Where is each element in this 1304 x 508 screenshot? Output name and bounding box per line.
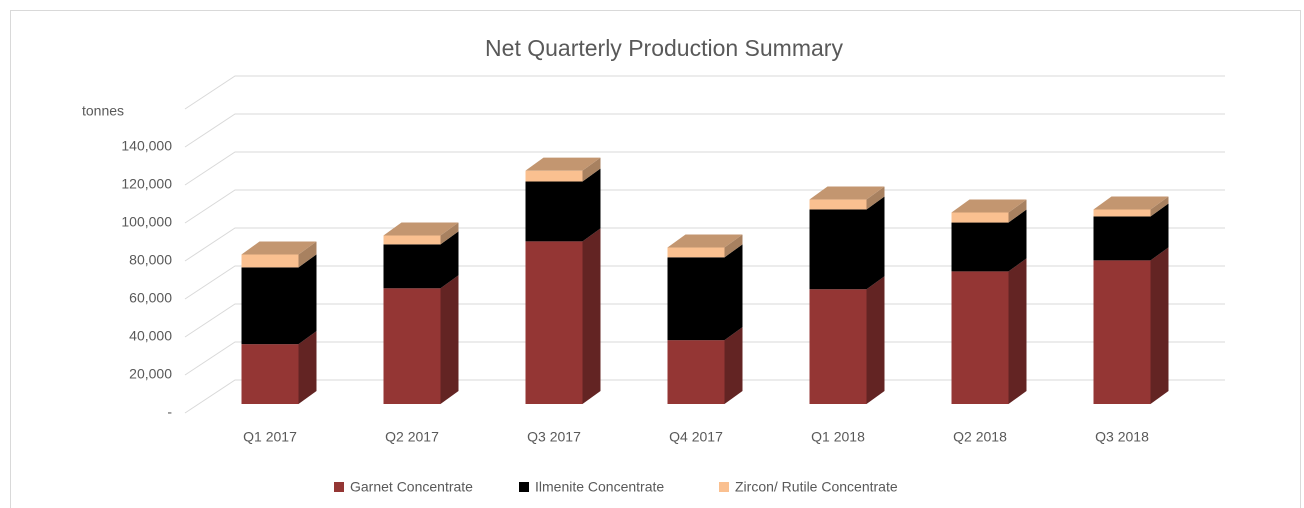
bar-side <box>440 275 459 404</box>
chart-frame <box>10 10 1301 508</box>
bar <box>667 340 725 404</box>
bar <box>951 222 1009 272</box>
bar <box>525 181 583 242</box>
legend-label: Ilmenite Concentrate <box>535 479 664 495</box>
legend-swatch <box>334 482 344 492</box>
bar <box>241 267 299 345</box>
bar-side <box>866 196 885 290</box>
bar-side <box>724 327 743 404</box>
bar <box>241 254 299 268</box>
bar <box>809 289 867 404</box>
y-tick-label: 140,000 <box>121 138 172 154</box>
x-tick-label: Q1 2018 <box>811 429 865 445</box>
bar-side <box>582 228 601 404</box>
x-tick-label: Q2 2018 <box>953 429 1007 445</box>
bar <box>809 199 867 210</box>
bar-side <box>866 276 885 404</box>
bar-side <box>440 222 459 245</box>
y-tick-label: 120,000 <box>121 176 172 192</box>
bar-side <box>298 241 317 268</box>
bar-side <box>298 254 317 345</box>
x-tick-label: Q2 2017 <box>385 429 439 445</box>
bar-side <box>298 331 317 404</box>
x-tick-label: Q3 2017 <box>527 429 581 445</box>
grid-line <box>184 379 1225 414</box>
bar-side <box>1150 247 1169 404</box>
bar-top <box>667 234 743 248</box>
y-tick-label: 40,000 <box>129 328 172 344</box>
bar <box>951 271 1009 404</box>
grid-line <box>184 227 1225 262</box>
grid-line <box>184 341 1225 376</box>
legend-swatch <box>719 482 729 492</box>
x-tick-label: Q1 2017 <box>243 429 297 445</box>
bar-side <box>724 234 743 258</box>
bar <box>383 288 441 404</box>
bar-top <box>241 241 317 255</box>
legend-label: Zircon/ Rutile Concentrate <box>735 479 898 495</box>
wall-top <box>184 75 1225 110</box>
grid-line <box>184 303 1225 338</box>
bar-side <box>582 168 601 242</box>
x-tick-label: Q3 2018 <box>1095 429 1149 445</box>
bar <box>667 247 725 258</box>
y-tick-label: - <box>167 404 172 420</box>
bar-top <box>1093 196 1169 210</box>
bar <box>1093 209 1151 217</box>
bar <box>951 212 1009 223</box>
bar <box>383 244 441 289</box>
bar <box>525 241 583 404</box>
y-tick-label: 20,000 <box>129 366 172 382</box>
grid-line <box>184 151 1225 186</box>
bar <box>525 170 583 182</box>
y-tick-label: 100,000 <box>121 214 172 230</box>
bar-side <box>1008 209 1027 272</box>
y-tick-label: 80,000 <box>129 252 172 268</box>
grid-line <box>184 189 1225 224</box>
bar-side <box>1008 199 1027 223</box>
bar-side <box>582 157 601 182</box>
bar-side <box>866 186 885 210</box>
bar <box>667 257 725 341</box>
bar-top <box>809 186 885 200</box>
bar <box>1093 216 1151 261</box>
bar <box>1093 260 1151 404</box>
bar-top <box>383 222 459 236</box>
bar-side <box>1150 196 1169 217</box>
bar-top <box>951 199 1027 213</box>
chart-title: Net Quarterly Production Summary <box>485 35 843 61</box>
bar-side <box>1008 258 1027 404</box>
y-tick-label: 60,000 <box>129 290 172 306</box>
y-axis-label: tonnes <box>82 103 124 119</box>
bar <box>383 235 441 245</box>
x-tick-label: Q4 2017 <box>669 429 723 445</box>
bar <box>241 344 299 404</box>
bar-side <box>1150 203 1169 261</box>
legend-swatch <box>519 482 529 492</box>
grid-line <box>184 265 1225 300</box>
bar-side <box>724 244 743 341</box>
grid-line <box>184 113 1225 148</box>
legend-label: Garnet Concentrate <box>350 479 473 495</box>
bar-side <box>440 231 459 289</box>
bar-top <box>525 157 601 171</box>
bar <box>809 209 867 290</box>
